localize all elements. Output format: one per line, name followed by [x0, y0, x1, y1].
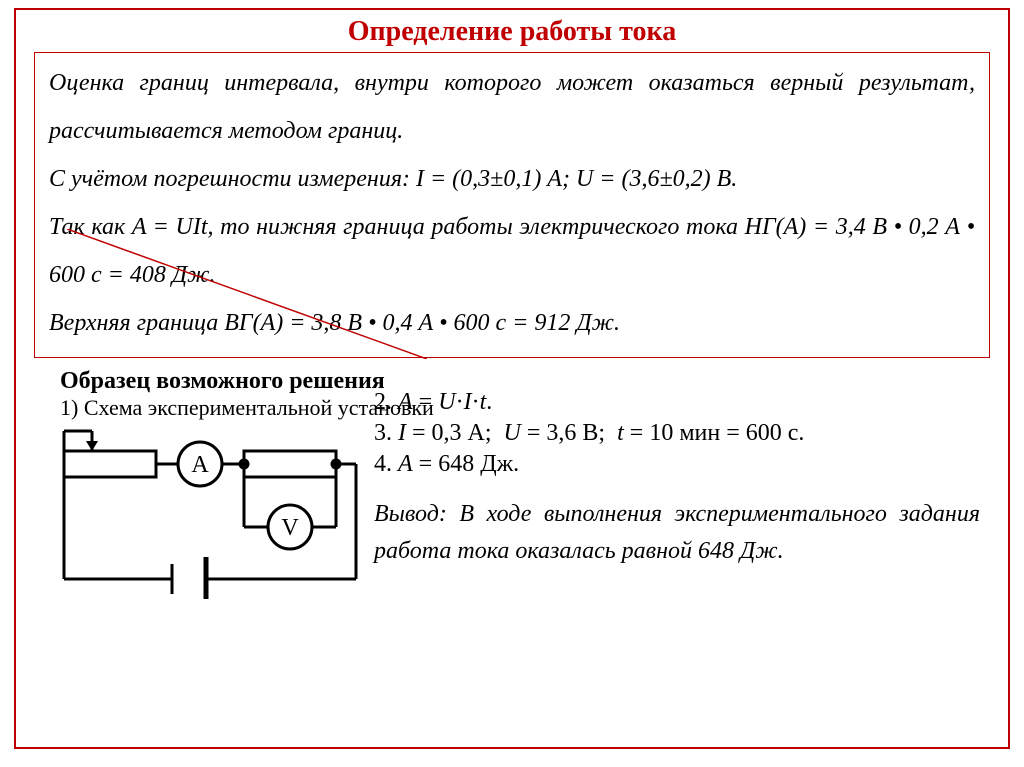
highlight-box: Оценка границ интервала, внутри которого…	[34, 52, 990, 358]
box-p3: Так как A = UIt, то нижняя граница работ…	[49, 203, 975, 299]
ammeter-label: A	[191, 452, 209, 478]
eq-4: 4. A = 648 Дж.	[374, 451, 980, 478]
lower-area: A V 2. A = U·I·t. 3. I = 0,3 А; U = 3,6 …	[16, 425, 1008, 599]
page-title: Определение работы тока	[16, 16, 1008, 48]
box-p1: Оценка границ интервала, внутри которого…	[49, 59, 975, 155]
voltmeter-label: V	[281, 515, 299, 541]
box-text: Оценка границ интервала, внутри которого…	[49, 59, 975, 347]
eq-2: 2. A = U·I·t.	[374, 389, 980, 416]
box-p4: Верхняя граница ВГ(A) = 3,8 В • 0,4 А • …	[49, 299, 975, 347]
conclusion-text: Вывод: В ходе выполнения экспериментальн…	[374, 496, 980, 570]
equations-column: 2. A = U·I·t. 3. I = 0,3 А; U = 3,6 В; t…	[374, 389, 1008, 570]
box-p2: С учётом погрешности измерения: I = (0,3…	[49, 155, 975, 203]
eq-3: 3. I = 0,3 А; U = 3,6 В; t = 10 мин = 60…	[374, 420, 980, 447]
circuit-diagram: A V	[44, 429, 374, 599]
slide-frame: Определение работы тока Оценка границ ин…	[14, 8, 1010, 749]
